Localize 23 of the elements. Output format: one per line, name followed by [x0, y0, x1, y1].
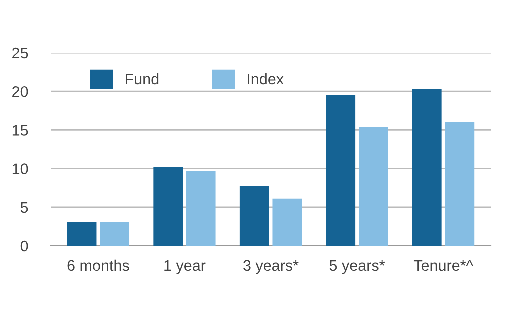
y-tick-label: 15	[12, 125, 28, 136]
x-tick-label: 5 years*	[330, 260, 386, 274]
bar	[359, 127, 388, 246]
bar	[412, 89, 442, 246]
bar	[154, 167, 183, 246]
bar	[67, 222, 97, 246]
x-tick-label: 3 years*	[244, 260, 299, 274]
x-tick-label: 6 months	[68, 260, 130, 272]
bar	[326, 95, 356, 246]
bar	[445, 122, 475, 246]
bar	[272, 198, 302, 246]
x-tick-label: Tenure*^	[414, 260, 474, 272]
y-tick-label: 0	[20, 240, 28, 252]
bar	[100, 222, 130, 246]
bar	[186, 171, 216, 246]
legend-label: Index	[248, 73, 284, 85]
bar	[240, 186, 270, 246]
y-tick-label: 20	[12, 86, 28, 98]
x-tick-label: 1 year	[164, 260, 206, 274]
legend-label: Fund	[126, 73, 159, 85]
y-tick-label: 10	[12, 164, 28, 174]
y-tick-label: 5	[20, 202, 28, 214]
y-tick-label: 25	[12, 48, 28, 59]
